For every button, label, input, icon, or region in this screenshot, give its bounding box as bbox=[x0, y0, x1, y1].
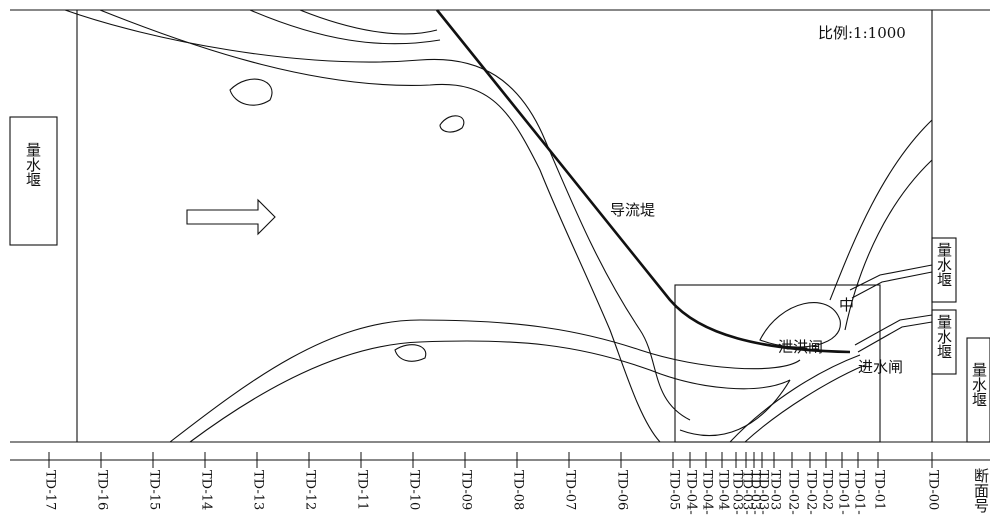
section-label: TD-11 bbox=[355, 470, 370, 510]
section-label: TD-07 bbox=[563, 470, 578, 510]
section-label: TD-14 bbox=[199, 470, 214, 510]
section-label: TD-02 bbox=[820, 470, 835, 510]
section-label: TD-00 bbox=[926, 470, 941, 510]
axis-title: 断面号 bbox=[972, 468, 990, 514]
section-label: TD-04 bbox=[716, 470, 731, 510]
section-label: TD-15 bbox=[147, 470, 162, 510]
section-label: TD-13 bbox=[251, 470, 266, 510]
section-label: TD-09 bbox=[459, 470, 474, 510]
frame bbox=[9, 9, 990, 461]
section-label: TD-06 bbox=[615, 470, 630, 510]
section-label: TD-03- bbox=[748, 470, 763, 515]
gate-label: 泄洪闸 bbox=[778, 338, 823, 356]
section-label: TD-03- bbox=[740, 470, 755, 515]
section-label: TD-12 bbox=[303, 470, 318, 510]
section-label: TD-10 bbox=[407, 470, 422, 510]
section-label: TD-03- bbox=[756, 470, 771, 515]
section-label: TD-01- bbox=[836, 470, 851, 515]
section-label: TD-01 bbox=[872, 470, 887, 510]
scale-label: 比例:1:1000 bbox=[818, 24, 906, 42]
section-label: TD-16 bbox=[95, 470, 110, 510]
flow-arrow bbox=[186, 198, 276, 236]
gate-label: 进水闸 bbox=[858, 358, 903, 376]
section-label: TD-03 bbox=[768, 470, 783, 510]
weir-label: 量水堰 bbox=[24, 142, 42, 187]
river-lines bbox=[64, 9, 933, 443]
diversion-dike bbox=[435, 9, 851, 354]
section-label: TD-05 bbox=[667, 470, 682, 510]
weir-label: 量水堰 bbox=[970, 362, 988, 407]
section-label: TD-17 bbox=[43, 470, 58, 510]
section-label: TD-02- bbox=[786, 470, 801, 515]
section-label: TD-03- bbox=[730, 470, 745, 515]
dike-label: 导流堤 bbox=[610, 201, 655, 219]
weir-label: 量水堰 bbox=[935, 314, 953, 359]
section-label: TD-04- bbox=[700, 470, 715, 515]
dike-label: 中 bbox=[837, 297, 855, 312]
section-label: TD-01- bbox=[852, 470, 867, 515]
weir-label: 量水堰 bbox=[935, 242, 953, 287]
section-label: TD-04- bbox=[684, 470, 699, 515]
section-label: TD-08 bbox=[511, 470, 526, 510]
section-label: TD-02- bbox=[804, 470, 819, 515]
